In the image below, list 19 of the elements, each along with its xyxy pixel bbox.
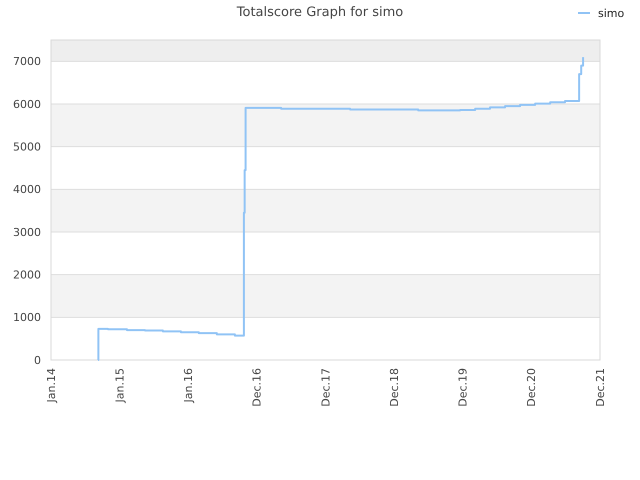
x-tick-label: Dec.20: [525, 368, 538, 407]
x-tick-label: Dec.17: [319, 368, 332, 407]
y-tick-label: 2000: [13, 268, 41, 282]
x-tick-label: Jan.15: [113, 368, 126, 404]
x-tick-label: Jan.14: [44, 368, 58, 404]
y-tick-label: 0: [34, 354, 41, 367]
legend-label: simo: [598, 6, 624, 20]
x-tick-label: Jan.16: [182, 368, 196, 404]
y-tick-label: 4000: [13, 183, 41, 196]
y-tick-label: 5000: [13, 140, 41, 154]
y-tick-label: 6000: [13, 98, 41, 111]
x-tick-label: Dec.16: [250, 368, 264, 407]
y-tick-label: 1000: [13, 311, 41, 324]
chart-title: Totalscore Graph for simo: [236, 5, 404, 20]
x-tick-label: Dec.19: [456, 368, 470, 407]
y-tick-label: 3000: [13, 226, 41, 239]
x-tick-label: Dec.21: [594, 368, 607, 407]
x-tick-label: Dec.18: [388, 368, 401, 407]
y-tick-label: 7000: [13, 55, 41, 68]
